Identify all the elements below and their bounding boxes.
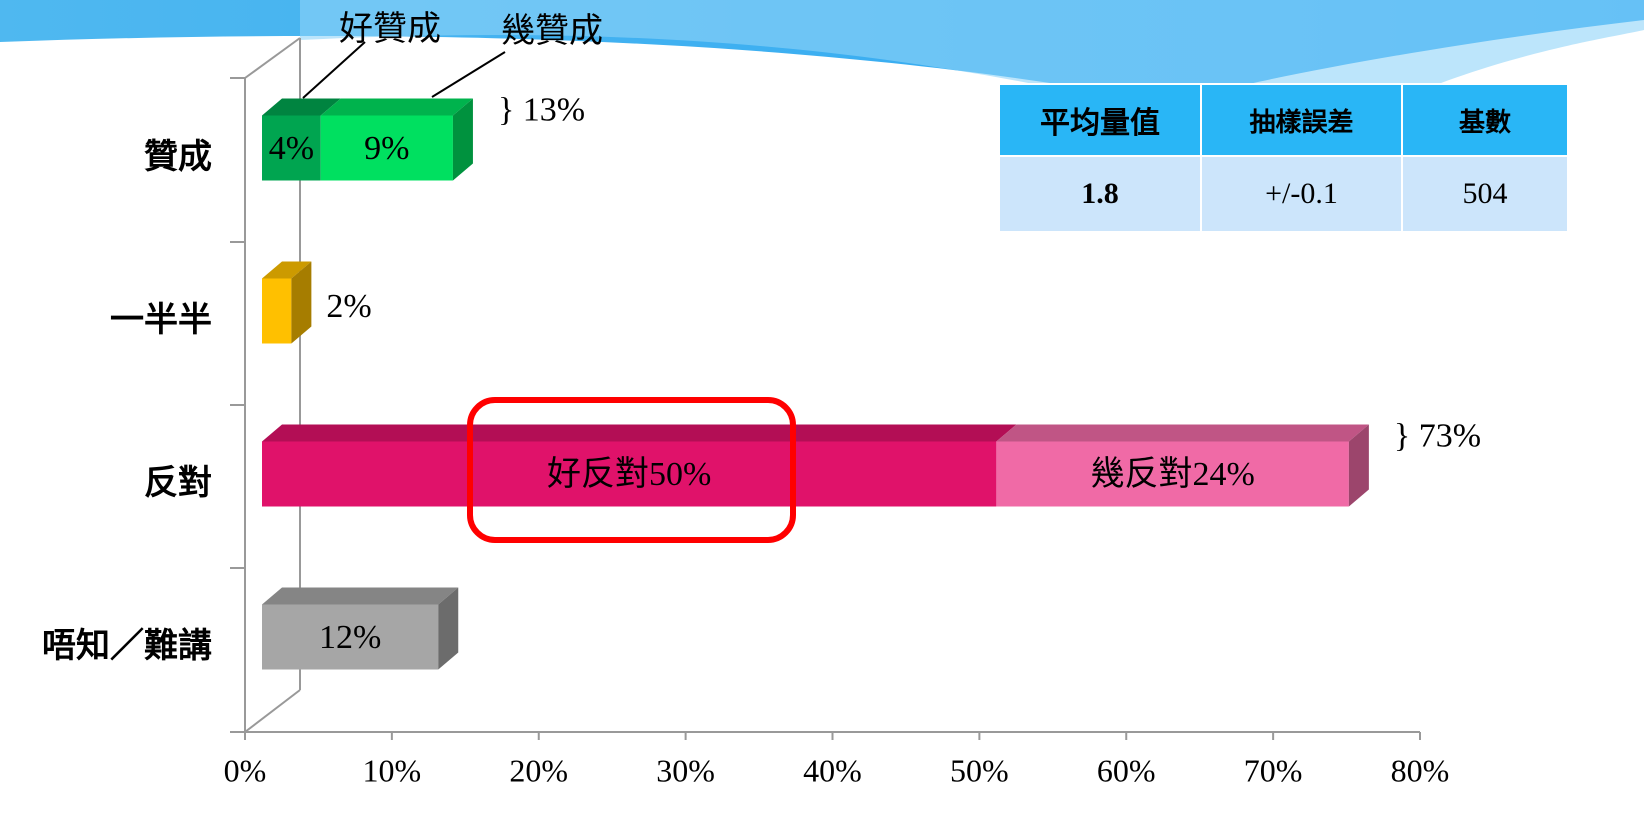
bar [262, 279, 291, 344]
x-tick-label: 10% [363, 752, 422, 788]
x-tick-label: 40% [803, 752, 862, 788]
x-tick-label: 80% [1391, 752, 1450, 788]
total-label: } 73% [1394, 417, 1481, 454]
table-cell: +/-0.1 [1201, 156, 1402, 232]
stats-table: 平均量值 抽樣誤差 基數 1.8 +/-0.1 504 [998, 83, 1569, 233]
table-cell: 504 [1402, 156, 1568, 232]
leader-line [303, 42, 365, 98]
category-label: 贊成 [144, 138, 212, 176]
annotation: 幾贊成 [501, 12, 603, 50]
x-tick-label: 60% [1097, 752, 1156, 788]
x-tick-label: 50% [950, 752, 1009, 788]
value-label: 幾反對24% [1090, 455, 1254, 493]
annotation: 好贊成 [339, 10, 441, 48]
total-label: } 13% [498, 91, 585, 128]
category-label: 一半半 [110, 301, 212, 339]
value-label: 好反對50% [547, 455, 711, 493]
bar-top [996, 425, 1369, 442]
x-tick-label: 30% [656, 752, 715, 788]
category-label: 唔知／難講 [42, 626, 212, 665]
value-label: 4% [269, 130, 314, 167]
x-tick-label: 0% [224, 752, 267, 788]
table-header: 基數 [1402, 84, 1568, 156]
x-tick-label: 70% [1244, 752, 1303, 788]
x-tick-label: 20% [509, 752, 568, 788]
bar-top [321, 99, 473, 116]
table-cell: 1.8 [999, 156, 1201, 232]
value-label: 9% [364, 130, 409, 167]
bar-top [262, 588, 458, 605]
value-label: 12% [319, 619, 381, 656]
value-label: 2% [326, 288, 371, 325]
bar-top [262, 425, 1016, 442]
category-label: 反對 [144, 464, 212, 502]
page: {"chart_data": {"type": "bar", "orientat… [0, 0, 1644, 825]
table-header: 平均量值 [999, 84, 1201, 156]
leader-line [432, 52, 505, 97]
table-header: 抽樣誤差 [1201, 84, 1402, 156]
